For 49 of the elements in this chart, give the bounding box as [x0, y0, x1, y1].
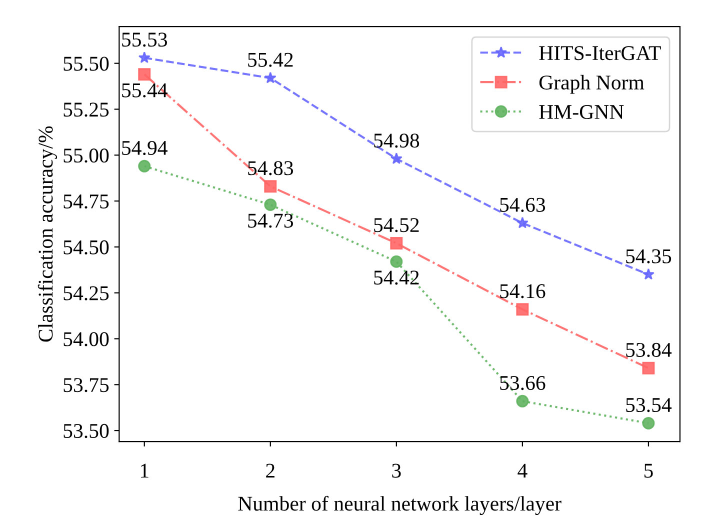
point — [264, 198, 277, 211]
point — [138, 160, 151, 172]
y-tick-label: 53.50 — [64, 424, 109, 438]
legend-label: HITS-IterGAT — [539, 46, 661, 60]
data-label: 55.42 — [248, 52, 293, 67]
y-tick-label: 55.50 — [64, 56, 109, 71]
point — [264, 180, 277, 193]
x-tick-label: 1 — [141, 464, 148, 478]
y-tick-label: 54.50 — [64, 240, 109, 254]
data-label: 53.66 — [500, 376, 546, 390]
legend-label: Graph Norm — [539, 74, 644, 94]
point — [264, 72, 276, 84]
point — [642, 362, 655, 374]
y-tick-label: 55.00 — [64, 148, 109, 163]
point — [516, 216, 528, 228]
data-label: 54.16 — [500, 284, 546, 298]
data-label: 53.54 — [626, 398, 672, 412]
point — [390, 237, 403, 250]
x-tick-label: 5 — [644, 464, 653, 478]
data-label: 53.84 — [626, 342, 672, 358]
y-tick-label: 54.00 — [64, 332, 109, 346]
point — [516, 394, 529, 408]
point — [138, 52, 150, 64]
data-label: 54.52 — [374, 218, 419, 232]
data-label: 54.42 — [374, 270, 419, 285]
data-label: 54.98 — [374, 134, 420, 148]
x-tick-label: 2 — [266, 464, 274, 478]
x-tick-label: 4 — [518, 464, 528, 478]
y-tick-label: 53.75 — [64, 378, 109, 392]
data-label: 54.83 — [248, 161, 294, 176]
data-label: 55.53 — [122, 32, 167, 47]
point — [516, 303, 529, 316]
point — [138, 68, 151, 81]
point — [390, 152, 402, 164]
data-label: 54.63 — [500, 198, 546, 212]
data-label: 54.94 — [122, 140, 168, 156]
point — [642, 416, 655, 430]
point — [642, 268, 654, 280]
data-label: 54.73 — [248, 214, 294, 228]
y-tick-label: 55.25 — [64, 102, 109, 117]
y-axis-title: Classification accuracy/% — [38, 126, 58, 342]
y-tick-label: 54.75 — [64, 194, 109, 209]
y-tick-label: 54.25 — [64, 286, 109, 300]
legend-label: HM-GNN — [539, 105, 624, 120]
x-axis-title: Number of neural network layers/layer — [238, 496, 562, 516]
x-tick-label: 3 — [392, 464, 401, 478]
data-label: 54.35 — [626, 249, 672, 264]
point — [390, 255, 403, 268]
data-label: 55.44 — [122, 83, 168, 98]
